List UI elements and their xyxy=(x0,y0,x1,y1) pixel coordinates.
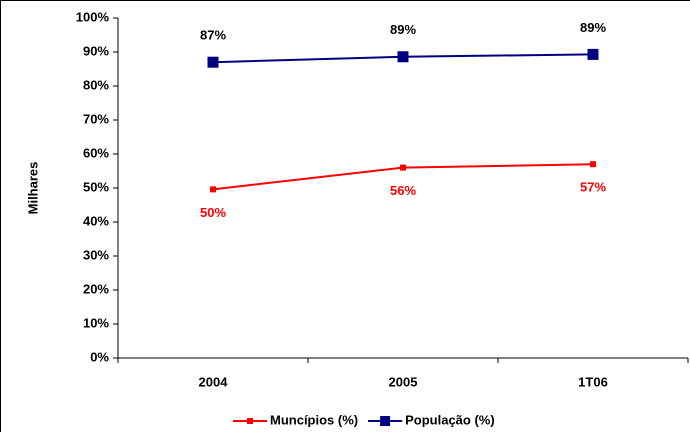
y-tick-label: 10% xyxy=(83,315,109,330)
y-tick-label: 30% xyxy=(83,247,109,262)
y-tick-label: 70% xyxy=(83,111,109,126)
y-tick-label: 80% xyxy=(83,77,109,92)
x-tick-label: 2005 xyxy=(389,374,418,389)
value-label: 89% xyxy=(390,22,416,37)
marker xyxy=(397,51,409,63)
marker xyxy=(210,186,216,193)
y-tick-label: 60% xyxy=(83,145,109,160)
value-label: 87% xyxy=(200,28,226,43)
y-tick-label: 100% xyxy=(76,9,110,24)
x-tick-label: 1T06 xyxy=(578,374,608,389)
x-tick-label: 2004 xyxy=(199,374,229,389)
value-label: 57% xyxy=(580,180,606,195)
legend-label: População (%) xyxy=(405,412,495,427)
y-tick-label: 20% xyxy=(83,281,109,296)
value-label: 56% xyxy=(390,183,416,198)
value-label: 50% xyxy=(200,205,226,220)
marker xyxy=(400,164,406,171)
legend-marker xyxy=(380,416,391,426)
y-tick-label: 90% xyxy=(83,43,109,58)
marker xyxy=(587,48,599,60)
y-tick-label: 0% xyxy=(90,349,109,364)
y-tick-label: 50% xyxy=(83,179,109,194)
value-label: 89% xyxy=(580,20,606,35)
legend-marker xyxy=(247,418,253,424)
marker xyxy=(590,161,596,168)
marker xyxy=(207,56,219,68)
legend-label: Muncípios (%) xyxy=(270,412,358,427)
y-axis-label: Milhares xyxy=(25,162,40,215)
y-tick-label: 40% xyxy=(83,213,109,228)
